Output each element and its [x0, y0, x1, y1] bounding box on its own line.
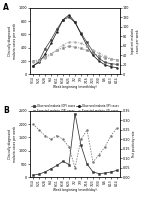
Text: B: B — [3, 106, 9, 114]
Y-axis label: Test positivity rate: Test positivity rate — [132, 130, 136, 158]
Text: A: A — [3, 3, 9, 12]
Y-axis label: Inpatient malaria
cases per week: Inpatient malaria cases per week — [131, 28, 140, 54]
X-axis label: Week beginning (month/day): Week beginning (month/day) — [53, 188, 97, 192]
X-axis label: Week beginning (month/day): Week beginning (month/day) — [53, 85, 97, 89]
Y-axis label: Clinically diagnosed
malaria cases per week: Clinically diagnosed malaria cases per w… — [8, 23, 17, 59]
Legend: Observed malaria (OP) cases, Expected malaria (OP) cases, Observed malaria (IP) : Observed malaria (OP) cases, Expected ma… — [30, 103, 120, 114]
Y-axis label: Clinically diagnosed
malaria cases per week: Clinically diagnosed malaria cases per w… — [8, 126, 17, 162]
